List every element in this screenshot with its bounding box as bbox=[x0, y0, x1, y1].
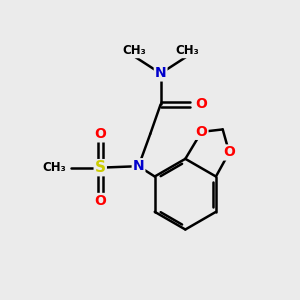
Text: O: O bbox=[195, 98, 207, 111]
Text: O: O bbox=[94, 128, 106, 141]
Text: O: O bbox=[223, 146, 235, 160]
Text: N: N bbox=[133, 159, 144, 173]
Text: O: O bbox=[196, 125, 208, 139]
Text: CH₃: CH₃ bbox=[175, 44, 199, 57]
Text: N: N bbox=[155, 66, 167, 80]
Text: O: O bbox=[94, 194, 106, 208]
Text: S: S bbox=[95, 160, 106, 175]
Text: CH₃: CH₃ bbox=[43, 161, 66, 174]
Text: CH₃: CH₃ bbox=[122, 44, 146, 57]
